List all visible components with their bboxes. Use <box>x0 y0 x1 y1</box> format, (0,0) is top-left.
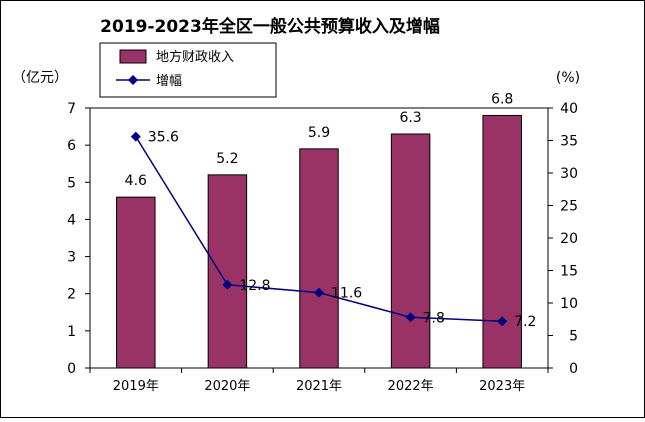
chart-title: 2019-2023年全区一般公共预算收入及增幅 <box>100 16 440 37</box>
right-axis-tick-label: 5 <box>569 329 578 345</box>
right-axis-tick-label: 20 <box>560 231 578 247</box>
left-axis-tick-label: 5 <box>67 175 76 191</box>
right-axis-unit-label: (%) <box>556 70 580 86</box>
bar-data-label: 6.3 <box>399 110 421 126</box>
legend-marker-diamond <box>128 75 138 85</box>
bar <box>116 196 156 369</box>
left-axis-tick-label: 3 <box>67 250 76 266</box>
bar-data-label: 4.6 <box>125 173 147 189</box>
growth-point <box>222 279 233 290</box>
bar-data-label: 5.2 <box>216 151 238 167</box>
x-axis-tick-label: 2020年 <box>204 379 250 394</box>
legend-swatch-bar <box>119 49 147 64</box>
legend-box <box>99 42 277 98</box>
left-axis-tick-label: 4 <box>67 212 76 228</box>
left-axis-tick-label: 0 <box>67 361 76 377</box>
growth-point <box>314 287 324 298</box>
x-axis-tick-label: 2022年 <box>388 379 434 394</box>
legend: 地方财政收入 增幅 <box>99 42 277 98</box>
bar <box>390 133 431 369</box>
left-axis-unit-label: （亿元） <box>12 70 68 86</box>
left-axis-tick-label: 2 <box>67 287 76 303</box>
x-axis-tick-label: 2021年 <box>296 379 342 394</box>
right-axis-tick-label: 35 <box>560 134 578 150</box>
right-axis-tick-label: 25 <box>560 199 578 215</box>
right-axis-tick-label: 0 <box>569 361 578 377</box>
growth-data-label: 35.6 <box>148 130 179 146</box>
growth-point <box>130 131 141 142</box>
left-axis-tick-label: 7 <box>67 101 76 117</box>
left-axis-tick-label: 1 <box>67 324 76 340</box>
bar-data-label: 6.8 <box>491 91 513 107</box>
bar <box>207 174 248 369</box>
bar <box>299 148 339 369</box>
right-axis-tick-label: 30 <box>560 166 578 182</box>
growth-data-label: 12.8 <box>239 278 270 294</box>
plot-area: 0 1 2 3 4 5 6 7 0 5 10 15 20 25 30 35 40 2019年 2020年 2021年 2… <box>67 91 578 394</box>
growth-data-label: 7.2 <box>514 314 536 330</box>
x-axis-tick-label: 2019年 <box>113 379 159 394</box>
right-axis-tick-label: 10 <box>560 296 578 312</box>
growth-data-label: 7.8 <box>423 310 445 326</box>
left-axis-tick-label: 6 <box>67 138 76 154</box>
legend-label-revenue: 地方财政收入 <box>156 49 234 65</box>
growth-point <box>405 312 416 323</box>
x-axis-tick-label: 2023年 <box>479 379 525 394</box>
growth-point <box>497 316 508 327</box>
legend-label-growth: 增幅 <box>156 74 182 89</box>
bar-data-label: 5.9 <box>308 125 330 141</box>
right-axis-tick-label: 15 <box>560 264 578 280</box>
growth-data-label: 11.6 <box>331 286 362 302</box>
right-axis-tick-label: 40 <box>560 101 578 117</box>
